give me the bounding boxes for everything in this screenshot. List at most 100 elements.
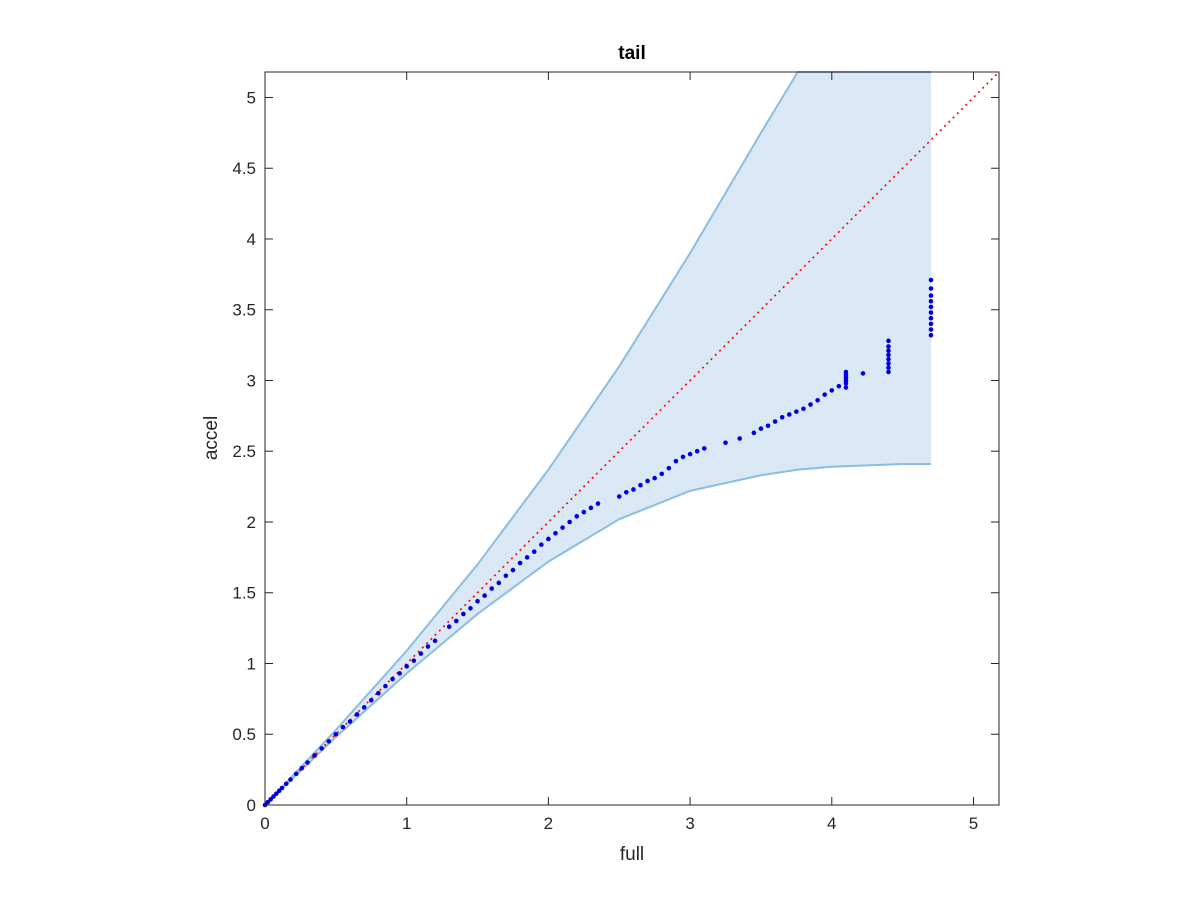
x-axis-label: full [620,844,644,865]
data-point [843,385,849,390]
data-point [517,560,523,566]
data-point [354,712,360,717]
chart-title: tail [618,43,645,64]
data-point [886,369,891,375]
data-point [453,618,459,624]
data-point [531,549,537,555]
y-tick-label: 4.5 [232,159,256,178]
data-point [860,371,866,376]
data-point [340,724,346,730]
confidence-band [264,71,931,806]
data-point [836,383,842,389]
data-point [283,781,289,787]
data-point [560,525,565,530]
reference-line-path [264,71,1000,806]
data-point [539,542,544,547]
y-tick-label: 5 [247,88,256,107]
data-point [928,277,934,283]
data-point [475,598,480,604]
data-point [268,797,273,802]
data-point [581,509,587,515]
data-point [765,423,771,429]
data-point [496,580,502,586]
band-lower-edge [264,462,931,806]
data-point [265,799,271,805]
reference-line [264,71,1000,806]
data-point [299,765,305,771]
data-point [279,785,285,791]
data-point [815,397,820,403]
data-point [553,531,558,536]
data-point [886,338,891,344]
x-tick-label: 0 [260,814,269,833]
data-point [886,352,891,358]
data-point [886,348,891,354]
data-point [928,315,934,321]
data-point [680,454,686,460]
data-point [312,753,317,758]
data-point [274,791,279,796]
data-point [701,446,707,451]
band-fill [265,72,931,805]
data-point [928,298,934,304]
data-point [786,412,792,417]
data-point [673,458,679,464]
data-point [928,310,934,315]
data-point [333,731,339,737]
data-point [723,440,728,446]
y-tick-label: 1.5 [232,584,256,603]
x-tick-label: 5 [969,814,978,833]
data-point [574,514,580,519]
data-point [645,478,650,484]
data-point [616,494,622,499]
data-point [468,606,473,611]
data-point [928,293,934,298]
y-tick-label: 1 [247,654,256,673]
data-point [288,777,293,782]
data-point [666,465,672,471]
data-point [425,644,431,649]
data-point [737,436,742,441]
data-point [751,430,757,436]
data-point [397,671,402,676]
data-point [928,286,934,291]
y-tick-label: 3.5 [232,301,256,320]
data-point [595,501,601,506]
data-point [886,365,891,371]
data-point [418,651,424,656]
data-point [319,746,324,751]
data-point [404,664,409,669]
data-point [546,536,551,542]
data-point [829,388,835,393]
data-point [886,344,891,349]
data-point [758,426,764,431]
data-point [772,419,778,424]
data-point [652,475,657,481]
data-point [808,402,813,407]
data-point [694,448,700,454]
data-point [843,369,849,375]
data-point [779,414,785,420]
axes: 0 1 2 3 4 5 0 0.5 1 1.5 2 2.5 3 3.5 4 4.5 5 [232,71,1000,833]
data-point [928,332,934,338]
y-axis-label: accel [201,416,222,460]
data-point [886,361,891,366]
data-point [928,327,934,332]
data-point [368,697,374,703]
data-point [510,567,516,573]
data-point [489,586,495,591]
data-point [411,658,417,663]
data-point [305,760,310,765]
data-point [503,573,509,579]
plot-frame [264,71,1000,806]
data-point [347,719,353,724]
data-point [928,321,934,327]
data-point [376,690,381,696]
data-point [383,683,388,689]
data-point [432,638,438,644]
data-point [631,487,636,492]
data-point [801,406,806,412]
data-point [624,489,629,495]
y-tick-label: 0 [247,796,256,815]
